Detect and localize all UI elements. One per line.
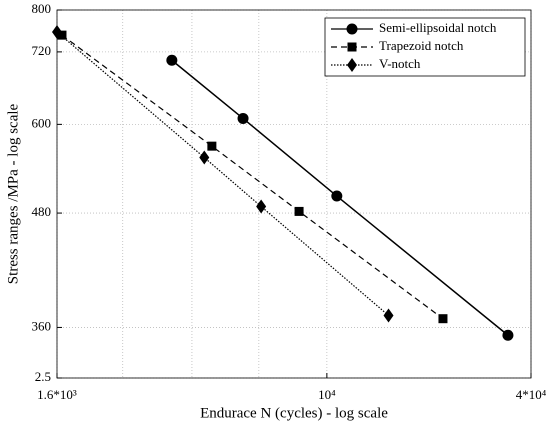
x-tick-label: 1.6*10³ bbox=[37, 387, 77, 402]
series-line bbox=[56, 31, 389, 316]
y-tick-label: 800 bbox=[32, 1, 52, 16]
y-axis-label: Stress ranges /MPa - log scale bbox=[5, 103, 21, 284]
data-point bbox=[237, 112, 249, 124]
series-line bbox=[61, 34, 444, 320]
data-point bbox=[331, 190, 343, 202]
data-point bbox=[207, 141, 217, 151]
y-tick-label: 360 bbox=[32, 318, 52, 333]
legend-marker bbox=[347, 58, 357, 72]
data-point bbox=[502, 329, 514, 341]
legend-marker bbox=[347, 42, 357, 52]
data-point bbox=[57, 30, 67, 40]
y-tick-label: 600 bbox=[32, 115, 52, 130]
legend-marker bbox=[346, 23, 358, 35]
data-point bbox=[52, 24, 62, 39]
y-tick-label: 480 bbox=[32, 204, 52, 219]
legend-box bbox=[324, 17, 526, 77]
data-point bbox=[166, 54, 178, 66]
plot-frame bbox=[56, 9, 532, 379]
y-tick-label: 720 bbox=[32, 43, 52, 58]
data-point bbox=[256, 199, 267, 214]
data-point bbox=[199, 150, 210, 165]
series-line bbox=[171, 59, 509, 336]
data-point bbox=[383, 308, 394, 323]
x-tick-label: 10⁴ bbox=[318, 387, 336, 402]
y-tick-label: 2.5 bbox=[35, 369, 51, 384]
legend-label: V-notch bbox=[379, 56, 421, 71]
legend-label: Semi-ellipsoidal notch bbox=[379, 20, 497, 35]
x-tick-label: 4*10⁴ bbox=[516, 387, 547, 402]
legend-label: Trapezoid notch bbox=[379, 38, 464, 53]
data-point bbox=[294, 206, 304, 216]
x-axis-label: Endurace N (cycles) - log scale bbox=[200, 405, 388, 421]
data-point bbox=[438, 314, 448, 324]
